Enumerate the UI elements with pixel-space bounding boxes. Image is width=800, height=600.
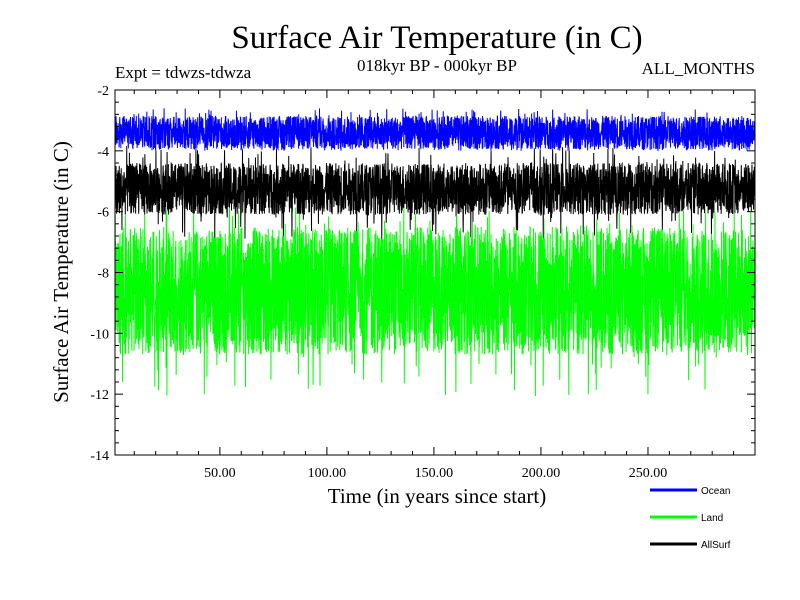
chart-subtitle-left: Expt = tdwzs-tdwza [115, 63, 252, 82]
legend-label-ocean: Ocean [701, 486, 730, 497]
series-line-ocean [114, 108, 756, 151]
y-axis-label: Surface Air Temperature (in C) [49, 141, 73, 403]
y-tick-label: -4 [97, 145, 109, 160]
y-tick-label: -6 [97, 206, 109, 221]
chart-subtitle-right: ALL_MONTHS [642, 59, 755, 78]
y-tick-label: -10 [90, 327, 109, 342]
y-tick-label: -2 [97, 84, 109, 99]
legend-label-land: Land [701, 513, 723, 524]
y-tick-label: -8 [97, 267, 109, 282]
x-axis-label: Time (in years since start) [328, 484, 547, 508]
x-tick-label: 50.00 [204, 466, 236, 481]
chart-title: Surface Air Temperature (in C) [231, 20, 642, 56]
axes: 50.00 100.00 150.00 200.00 250.00 -14 -12 -10 -8… [90, 84, 756, 481]
series-line-allsurf [114, 145, 756, 239]
y-tick-label: -12 [90, 388, 109, 403]
plot-series [113, 108, 757, 397]
legend: Ocean Land AllSurf [650, 486, 731, 551]
x-tick-label: 150.00 [415, 466, 454, 481]
x-tick-label: 100.00 [308, 466, 347, 481]
chart-subtitle-center: 018kyr BP - 000kyr BP [357, 56, 517, 75]
x-tick-label: 200.00 [522, 466, 561, 481]
y-tick-label: -14 [90, 449, 109, 464]
x-tick-label: 250.00 [629, 466, 668, 481]
series-line-land [114, 196, 756, 397]
legend-label-allsurf: AllSurf [701, 540, 731, 551]
